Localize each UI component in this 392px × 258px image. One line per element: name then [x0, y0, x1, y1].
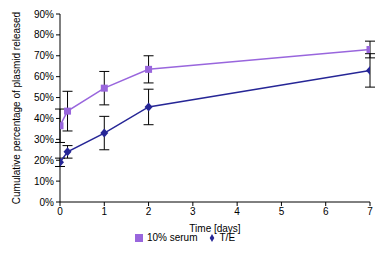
svg-text:3: 3 [190, 206, 196, 217]
svg-text:40%: 40% [34, 113, 54, 124]
svg-text:60%: 60% [34, 71, 54, 82]
svg-text:1: 1 [102, 206, 108, 217]
svg-text:Cumulative percentage of plasm: Cumulative percentage of plasmid release… [11, 12, 22, 204]
svg-text:0: 0 [57, 206, 63, 217]
svg-text:50%: 50% [34, 92, 54, 103]
svg-text:6: 6 [323, 206, 329, 217]
svg-text:0%: 0% [40, 197, 55, 208]
svg-text:10%: 10% [34, 176, 54, 187]
html-text:10% serum: 10% serum [146, 232, 198, 243]
svg-text:Time [days]: Time [days] [189, 223, 241, 234]
svg-text:4: 4 [234, 206, 240, 217]
svg-text:7: 7 [367, 206, 373, 217]
svg-text:70%: 70% [34, 50, 54, 61]
html-text:T/E: T/E [219, 232, 236, 243]
svg-text:2: 2 [146, 206, 152, 217]
svg-text:5: 5 [279, 206, 285, 217]
svg-text:20%: 20% [34, 155, 54, 166]
svg-text:90%: 90% [34, 9, 54, 20]
svg-text:80%: 80% [34, 29, 54, 40]
svg-text:30%: 30% [34, 134, 54, 145]
